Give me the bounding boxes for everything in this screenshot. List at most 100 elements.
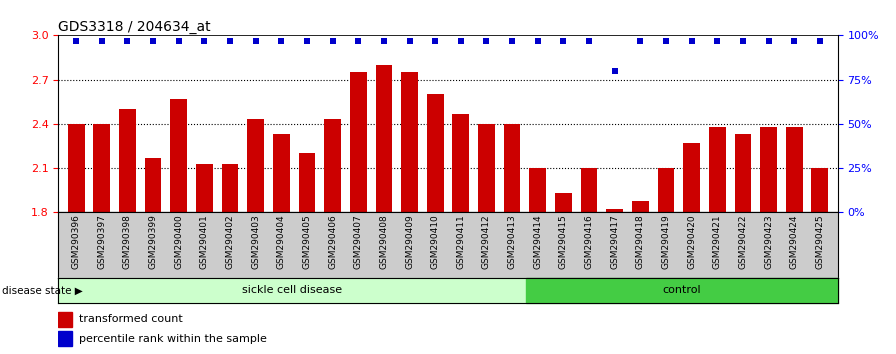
Text: GSM290411: GSM290411 [456, 215, 465, 269]
Point [428, 38, 443, 44]
Text: GSM290424: GSM290424 [789, 215, 798, 269]
Point [479, 38, 494, 44]
Bar [426, 95, 444, 212]
Point [787, 38, 801, 44]
Bar [247, 119, 264, 212]
Text: GSM290404: GSM290404 [277, 215, 286, 269]
Text: GSM290403: GSM290403 [251, 215, 260, 269]
Point [607, 68, 622, 74]
Text: GSM290396: GSM290396 [72, 215, 81, 269]
Text: GSM290413: GSM290413 [508, 215, 517, 269]
Bar [735, 134, 751, 212]
Text: GSM290417: GSM290417 [610, 215, 619, 269]
Bar [221, 164, 238, 212]
Text: GSM290405: GSM290405 [303, 215, 312, 269]
Bar [504, 124, 521, 212]
Point [530, 38, 545, 44]
Text: GSM290420: GSM290420 [687, 215, 696, 269]
Text: GSM290408: GSM290408 [379, 215, 388, 269]
Point [325, 38, 340, 44]
Bar [786, 127, 803, 212]
Point [736, 38, 750, 44]
Text: control: control [662, 285, 702, 295]
Bar [375, 65, 392, 212]
Point [505, 38, 520, 44]
Text: GSM290419: GSM290419 [661, 215, 670, 269]
Bar [526, 278, 838, 303]
Point [69, 38, 83, 44]
Text: disease state ▶: disease state ▶ [2, 286, 82, 296]
Point [300, 38, 314, 44]
Bar [58, 312, 73, 327]
Point [274, 38, 289, 44]
Text: GSM290415: GSM290415 [559, 215, 568, 269]
Bar [632, 201, 649, 212]
Text: GSM290412: GSM290412 [482, 215, 491, 269]
Text: percentile rank within the sample: percentile rank within the sample [79, 333, 266, 344]
Point [223, 38, 237, 44]
Text: GSM290425: GSM290425 [815, 215, 824, 269]
Point [376, 38, 391, 44]
Bar [170, 99, 187, 212]
Text: GSM290410: GSM290410 [431, 215, 440, 269]
Bar [93, 124, 110, 212]
Text: GSM290402: GSM290402 [226, 215, 235, 269]
Bar [530, 168, 546, 212]
Text: GSM290397: GSM290397 [98, 215, 107, 269]
Point [813, 38, 827, 44]
Point [582, 38, 596, 44]
Bar [478, 124, 495, 212]
Text: sickle cell disease: sickle cell disease [242, 285, 342, 295]
Text: GSM290401: GSM290401 [200, 215, 209, 269]
Text: GSM290423: GSM290423 [764, 215, 773, 269]
Bar [709, 127, 726, 212]
Point [710, 38, 724, 44]
Bar [350, 72, 366, 212]
Bar [760, 127, 777, 212]
Bar [298, 153, 315, 212]
Point [197, 38, 211, 44]
Point [633, 38, 648, 44]
Text: GSM290421: GSM290421 [712, 215, 722, 269]
Text: transformed count: transformed count [79, 314, 182, 325]
Text: GSM290400: GSM290400 [174, 215, 184, 269]
Bar [658, 168, 675, 212]
Bar [401, 72, 418, 212]
Point [685, 38, 699, 44]
Bar [119, 109, 136, 212]
Point [120, 38, 134, 44]
Bar [581, 168, 598, 212]
Bar [684, 143, 700, 212]
Point [762, 38, 776, 44]
Bar [58, 331, 73, 346]
Bar [452, 114, 470, 212]
Point [659, 38, 673, 44]
Text: GSM290407: GSM290407 [354, 215, 363, 269]
Text: GSM290406: GSM290406 [328, 215, 337, 269]
Text: GSM290399: GSM290399 [149, 215, 158, 269]
Text: GSM290409: GSM290409 [405, 215, 414, 269]
Bar [145, 158, 161, 212]
Point [351, 38, 366, 44]
Text: GSM290418: GSM290418 [636, 215, 645, 269]
Bar [607, 210, 623, 212]
Point [402, 38, 417, 44]
Point [146, 38, 160, 44]
Text: GSM290398: GSM290398 [123, 215, 132, 269]
Point [453, 38, 468, 44]
Bar [324, 119, 341, 212]
Text: GSM290414: GSM290414 [533, 215, 542, 269]
Bar [555, 193, 572, 212]
Bar [273, 134, 289, 212]
Bar [196, 164, 212, 212]
Point [95, 38, 109, 44]
Point [248, 38, 263, 44]
Bar [812, 168, 828, 212]
Text: GSM290422: GSM290422 [738, 215, 747, 269]
Bar [68, 124, 84, 212]
Text: GSM290416: GSM290416 [584, 215, 593, 269]
Bar [58, 278, 526, 303]
Point [172, 38, 186, 44]
Text: GDS3318 / 204634_at: GDS3318 / 204634_at [58, 21, 211, 34]
Point [556, 38, 571, 44]
